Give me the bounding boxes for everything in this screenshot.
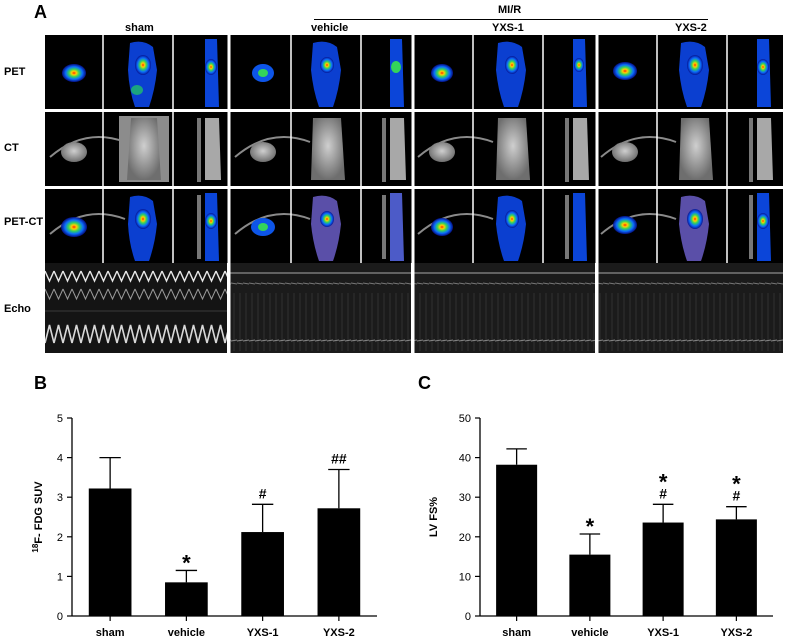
y-tick-label: 5 <box>57 413 63 425</box>
x-tick-label: YXS-2 <box>720 627 752 639</box>
y-tick-label: 10 <box>459 571 471 583</box>
imaging-grid <box>45 35 783 353</box>
significance-mark: * <box>659 469 668 494</box>
bar-yxs-1 <box>241 532 284 616</box>
y-tick-label: 2 <box>57 532 63 544</box>
bar-vehicle <box>165 582 208 616</box>
x-tick-label: YXS-1 <box>647 627 679 639</box>
y-tick-label: 4 <box>57 453 63 465</box>
y-tick-label: 0 <box>465 611 471 623</box>
group-label-yxs1: YXS-1 <box>492 22 524 34</box>
y-tick-label: 40 <box>459 453 471 465</box>
bar-sham <box>496 464 538 616</box>
bar-sham <box>88 488 132 616</box>
group-label-vehicle: vehicle <box>311 22 349 34</box>
y-tick-label: 30 <box>459 492 471 504</box>
panel-c-letter: C <box>418 373 431 393</box>
x-tick-label: sham <box>96 627 125 639</box>
y-axis-label-text: F- FDG SUV <box>33 481 45 544</box>
bar-yxs-2 <box>317 508 361 616</box>
chart-b: 0 1 2 3 4 5 18F- FDG SUV sham vehicle * YXS-1 # YXS-… <box>31 413 377 639</box>
y-axis-label-superscript: 18 <box>31 543 40 552</box>
row-label-ct: CT <box>4 142 19 154</box>
x-tick-label: sham <box>502 627 531 639</box>
bar-yxs-2 <box>715 519 757 616</box>
mir-bracket-line <box>314 19 708 20</box>
significance-mark: * <box>182 550 191 575</box>
panel-a-letter: A <box>34 2 47 22</box>
y-tick-label: 0 <box>57 611 63 623</box>
row-label-pet: PET <box>4 66 26 78</box>
echo-row <box>45 263 783 353</box>
panel-b-letter: B <box>34 373 47 393</box>
group-label-sham: sham <box>125 22 154 34</box>
y-tick-label: 1 <box>57 571 63 583</box>
row-label-petct: PET-CT <box>4 216 44 228</box>
y-tick-label: 50 <box>459 413 471 425</box>
significance-mark: ## <box>331 450 347 466</box>
significance-mark: * <box>586 514 595 539</box>
bar-vehicle <box>569 554 611 616</box>
group-label-yxs2: YXS-2 <box>675 22 707 34</box>
x-tick-label: vehicle <box>168 627 205 639</box>
bar-yxs-1 <box>642 522 684 616</box>
y-tick-label: 3 <box>57 492 63 504</box>
significance-mark: # <box>732 488 740 504</box>
y-tick-label: 20 <box>459 532 471 544</box>
significance-mark: * <box>732 472 741 497</box>
x-tick-label: vehicle <box>571 627 608 639</box>
y-axis-label: LV FS% <box>428 497 440 537</box>
mir-label: MI/R <box>498 4 522 16</box>
x-tick-label: YXS-1 <box>247 627 279 639</box>
significance-mark: # <box>659 485 667 501</box>
x-tick-label: YXS-2 <box>323 627 355 639</box>
y-axis-label: 18F- FDG SUV <box>31 481 45 553</box>
row-label-echo: Echo <box>4 303 31 315</box>
significance-mark: # <box>259 485 267 501</box>
